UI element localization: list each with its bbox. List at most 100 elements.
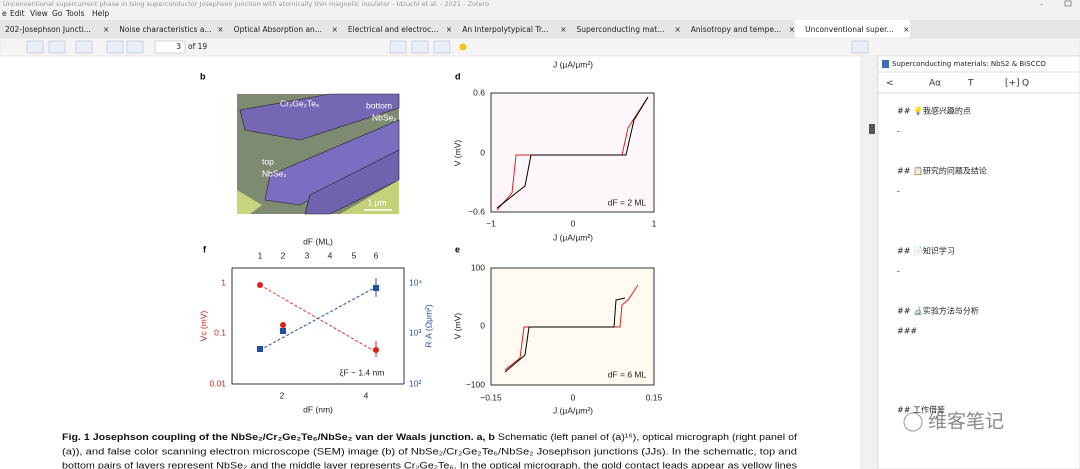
x-tick-label: 0 xyxy=(571,218,576,228)
search[interactable]: Q xyxy=(1022,79,1029,89)
tab-close[interactable]: × xyxy=(560,25,566,34)
fit-line xyxy=(259,286,377,351)
plot-frame xyxy=(490,92,655,213)
tab[interactable]: Optical Absorption an... xyxy=(234,25,322,34)
plot-frame xyxy=(231,267,405,385)
menu-item[interactable]: e xyxy=(2,9,7,18)
tab[interactable]: Electrical and electroc... xyxy=(348,25,439,34)
tab-close[interactable]: × xyxy=(332,25,338,34)
zoom-out[interactable] xyxy=(26,40,44,54)
citation[interactable]: [+] xyxy=(1005,79,1020,89)
clear-format[interactable]: T xyxy=(967,79,974,89)
area-tool[interactable] xyxy=(433,40,451,54)
tab-close[interactable]: × xyxy=(217,25,223,34)
color-picker[interactable] xyxy=(459,43,467,51)
y-tick-label: 1 xyxy=(221,277,226,287)
top-tick-label: 4 xyxy=(328,250,333,260)
editor-toolbar: < Aα T [+] Q xyxy=(886,79,1029,89)
toolbar xyxy=(0,37,1080,57)
minimize[interactable]: – xyxy=(1040,0,1044,8)
y-axis-label: V (mV) xyxy=(452,313,462,340)
tab-close[interactable]: × xyxy=(446,25,452,34)
caption-title: Fig. 1 Josephson coupling of the NbSe₂/C… xyxy=(62,432,495,443)
top-tick-label: 2 xyxy=(281,250,286,260)
panel-label: d xyxy=(455,71,461,81)
top-tick-label: 6 xyxy=(374,250,379,260)
tabs: 202-Josephson Juncti... × Noise characteri… xyxy=(5,25,909,34)
prev-page[interactable] xyxy=(106,40,124,54)
note-tool[interactable] xyxy=(411,40,429,54)
tab[interactable]: Anisotropy and tempe... xyxy=(691,25,781,34)
tab-close[interactable]: × xyxy=(789,25,795,34)
format[interactable]: Aα xyxy=(929,79,941,89)
zoom-in[interactable] xyxy=(48,40,66,54)
maximize[interactable] xyxy=(1064,0,1072,7)
x-tick-label: 2 xyxy=(280,390,285,400)
tab[interactable]: Superconducting mat... xyxy=(577,25,665,34)
fit[interactable] xyxy=(75,40,93,54)
annotation: dF = 6 ML xyxy=(608,369,647,379)
y-axis-label: V (mV) xyxy=(452,140,462,167)
note-line: - xyxy=(897,267,900,276)
note-line: - xyxy=(897,127,900,136)
scrollbar[interactable] xyxy=(860,56,878,469)
menu-item[interactable]: View xyxy=(30,9,48,18)
y2-tick-label: 10² xyxy=(409,378,421,388)
point xyxy=(280,322,286,328)
scroll-thumb[interactable] xyxy=(869,124,875,134)
window-title: Unconventional supercurrent phase in Isi… xyxy=(3,0,489,8)
next-page[interactable] xyxy=(126,40,144,54)
x-tick-label: 0 xyxy=(571,392,576,402)
annotation: dF = 2 ML xyxy=(608,197,647,207)
tab-close[interactable]: × xyxy=(103,25,109,34)
note-line: ## 🔬实验方法与分析 xyxy=(897,306,979,316)
y-axis-label: Vc (mV) xyxy=(198,310,208,341)
note-line: ## 📄知识学习 xyxy=(897,246,955,256)
tab[interactable]: Noise characteristics a... xyxy=(119,25,211,34)
panel-label: f xyxy=(203,244,207,254)
x-axis-label: J (μA/μm²) xyxy=(553,405,593,415)
tab[interactable]: An Interpolytypical Tr... xyxy=(462,25,548,34)
menu-item[interactable]: Tools xyxy=(65,9,85,18)
annotation: ξF ~ 1.4 nm xyxy=(340,367,385,377)
cut-axis-label: J (μA/μm²) xyxy=(553,59,593,69)
highlight[interactable] xyxy=(389,40,407,54)
menu-item[interactable]: Help xyxy=(92,9,109,18)
tab-close[interactable]: × xyxy=(903,25,909,34)
y2-tick-label: 10⁴ xyxy=(409,277,422,287)
y-tick-label: 0.1 xyxy=(214,327,226,337)
sem-label: top xyxy=(262,156,274,166)
y2-axis-label: R·A (Ωμm²) xyxy=(423,304,433,348)
back[interactable]: < xyxy=(886,79,894,89)
point xyxy=(257,282,263,288)
point xyxy=(280,328,286,334)
sem-label: Cr₂Ge₂Te₆ xyxy=(280,98,319,108)
panel-label: b xyxy=(200,71,206,81)
page-input[interactable] xyxy=(154,40,186,54)
y-tick-label: 0 xyxy=(480,320,485,330)
y-tick-label: 0.01 xyxy=(209,378,226,388)
x-tick-label: −0.15 xyxy=(480,392,502,402)
search[interactable] xyxy=(851,40,869,54)
y2-tick-label: 10³ xyxy=(409,327,421,337)
top-tick-label: 1 xyxy=(258,250,263,260)
caption-line: Fig. 1 Josephson coupling of the NbSe₂/C… xyxy=(62,432,797,443)
active-tab xyxy=(795,20,910,38)
note-line: ## 💡我感兴趣的点 xyxy=(897,106,971,116)
panel-label: e xyxy=(455,244,460,254)
note-line: ## 工作借鉴 xyxy=(897,405,945,415)
note-line: ### xyxy=(897,327,917,336)
tab[interactable]: Unconventional super... xyxy=(805,25,894,34)
note-icon xyxy=(882,60,889,68)
page-number: 3 xyxy=(176,42,181,51)
tab-close[interactable]: × xyxy=(675,25,681,34)
tab[interactable]: 202-Josephson Juncti... xyxy=(5,25,91,34)
menu-item[interactable]: Edit xyxy=(10,9,25,18)
sem-label: NbSe₂ xyxy=(262,168,287,178)
y-tick-label: 100 xyxy=(471,262,485,272)
watermark-logo xyxy=(903,412,923,432)
caption-text: Schematic (left panel of (a)¹⁶), optical… xyxy=(495,432,797,443)
menu-item[interactable]: Go xyxy=(52,9,63,18)
